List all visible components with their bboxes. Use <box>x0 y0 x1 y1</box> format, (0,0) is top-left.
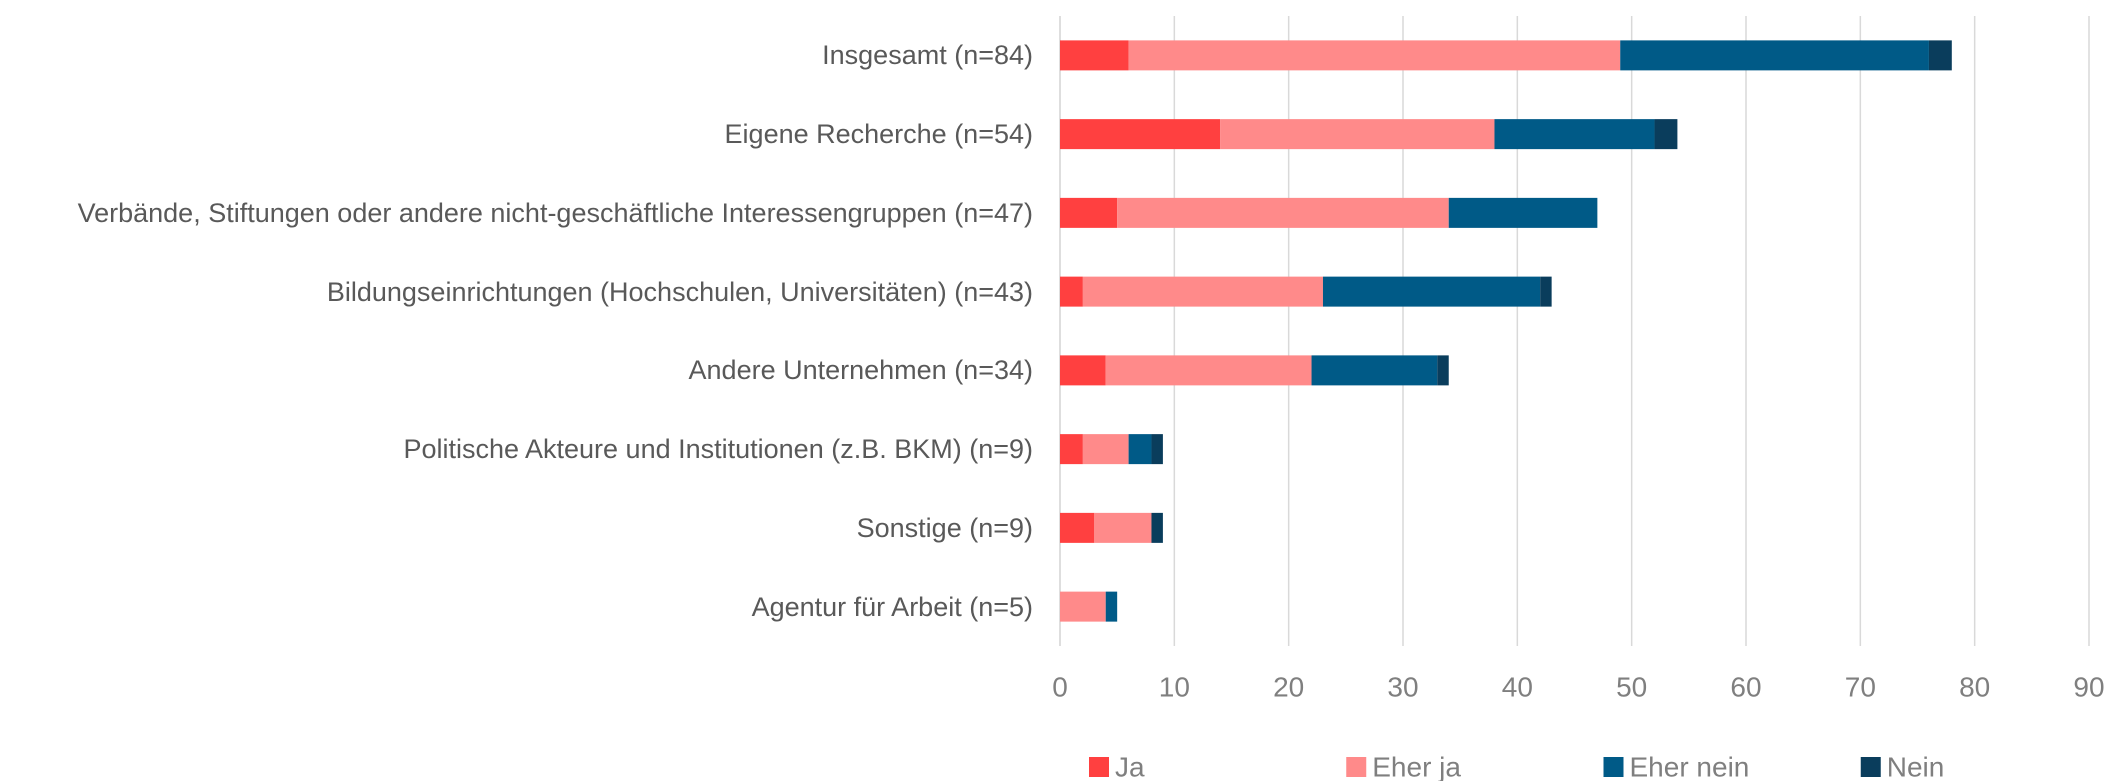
bar-segment <box>1151 512 1163 543</box>
y-tick-label-box: Sonstige (n=9) <box>857 511 1033 545</box>
bar-segment <box>1060 197 1118 228</box>
bar-segment <box>1437 355 1449 386</box>
legend-swatch <box>1860 757 1881 777</box>
x-tick-label: 20 <box>1273 671 1304 702</box>
bar-segment <box>1105 591 1118 622</box>
x-tick-label: 50 <box>1616 671 1647 702</box>
bar-segment <box>1220 119 1495 150</box>
y-tick-label-box: Insgesamt (n=84) <box>822 38 1033 72</box>
bar-segment <box>1117 197 1449 228</box>
x-tick-label: 10 <box>1159 671 1190 702</box>
bar-segment <box>1128 40 1621 71</box>
bar-segment <box>1654 119 1678 150</box>
y-tick-label-box: Eigene Recherche (n=54) <box>725 117 1033 151</box>
x-tick-label: 0 <box>1052 671 1068 702</box>
bar-segment <box>1060 512 1095 543</box>
x-tick-label: 80 <box>1959 671 1990 702</box>
y-tick-label-box: Agentur für Arbeit (n=5) <box>752 590 1033 624</box>
x-tick-label: 70 <box>1845 671 1876 702</box>
bar-segment <box>1494 119 1655 150</box>
y-tick-label: Andere Unternehmen (n=34) <box>688 355 1033 386</box>
bar-segment <box>1082 276 1323 307</box>
bar-segment <box>1322 276 1541 307</box>
legend-label: Ja <box>1115 751 1145 781</box>
bar-segment <box>1060 40 1129 71</box>
bar-segment <box>1105 355 1312 386</box>
bar-segment <box>1928 40 1952 71</box>
legend-swatch <box>1089 757 1109 777</box>
bar-segment <box>1082 434 1129 465</box>
bar-segment <box>1540 276 1552 307</box>
bar-segment <box>1128 434 1152 465</box>
bar-segment <box>1311 355 1438 386</box>
y-tick-label-box: Bildungseinrichtungen (Hochschulen, Univ… <box>327 275 1033 309</box>
bar-segment <box>1448 197 1598 228</box>
y-tick-label-box: Verbände, Stiftungen oder andere nicht-g… <box>78 196 1033 230</box>
bar-segment <box>1620 40 1929 71</box>
x-tick-label: 30 <box>1387 671 1418 702</box>
legend-label: Eher ja <box>1372 751 1461 781</box>
legend-label: Eher nein <box>1630 751 1750 781</box>
y-tick-label: Agentur für Arbeit (n=5) <box>751 591 1033 622</box>
legend-label: Nein <box>1887 751 1945 781</box>
legend-swatch <box>1603 757 1624 777</box>
y-tick-label: Insgesamt (n=84) <box>822 40 1033 71</box>
legend-swatch <box>1346 757 1367 777</box>
bar-segment <box>1060 276 1083 307</box>
y-tick-label: Sonstige (n=9) <box>856 512 1033 543</box>
bar-segment <box>1060 434 1083 465</box>
bar-segment <box>1060 591 1106 622</box>
y-tick-label: Politische Akteure und Institutionen (z.… <box>403 434 1033 465</box>
bar-segment <box>1060 355 1106 386</box>
x-tick-label: 40 <box>1502 671 1533 702</box>
y-tick-label: Eigene Recherche (n=54) <box>724 119 1033 150</box>
y-tick-label-box: Andere Unternehmen (n=34) <box>689 353 1033 387</box>
x-tick-label: 90 <box>2073 671 2104 702</box>
bar-segment <box>1151 434 1163 465</box>
x-tick-label: 60 <box>1730 671 1761 702</box>
bar-segment <box>1094 512 1152 543</box>
y-tick-label: Bildungseinrichtungen (Hochschulen, Univ… <box>326 276 1033 307</box>
bar-segment <box>1060 119 1221 150</box>
y-tick-label: Verbände, Stiftungen oder andere nicht-g… <box>77 197 1033 228</box>
y-tick-label-box: Politische Akteure und Institutionen (z.… <box>403 432 1033 466</box>
